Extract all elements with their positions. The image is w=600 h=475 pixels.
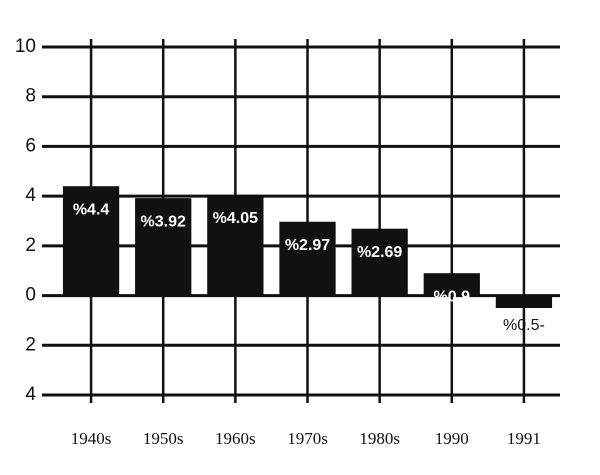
value-label: %4.05: [213, 210, 258, 227]
bar: [207, 194, 264, 296]
bar: [279, 221, 336, 296]
y-tick-label: 8: [25, 86, 36, 107]
value-label: %0.5-: [503, 317, 545, 334]
value-label: %0.9: [434, 288, 471, 305]
bar: [495, 295, 553, 308]
x-tick-label: 1940s: [71, 429, 112, 448]
x-tick-label: 1980s: [359, 429, 400, 448]
x-tick-label: 1960s: [215, 429, 256, 448]
y-tick-label: 10: [15, 36, 36, 57]
bar: [135, 198, 192, 296]
y-tick-label: 4: [25, 185, 36, 206]
y-tick-label: 4: [25, 384, 36, 405]
bar: [423, 273, 480, 296]
y-tick-label: 2: [25, 235, 36, 256]
x-tick-label: 1970s: [287, 429, 328, 448]
x-tick-label: 1950s: [143, 429, 184, 448]
y-tick-label: 6: [25, 135, 36, 156]
bar: [351, 228, 408, 296]
value-label: %4.4: [73, 201, 110, 218]
x-tick-label: 1991: [507, 429, 541, 448]
bar: [62, 186, 120, 296]
y-tick-label: 0: [25, 285, 36, 306]
x-tick-label: 1990: [435, 429, 469, 448]
value-label: %2.69: [357, 244, 402, 261]
y-tick-label: 2: [25, 334, 36, 355]
value-label: %3.92: [141, 213, 186, 230]
value-label: %2.97: [285, 237, 330, 254]
